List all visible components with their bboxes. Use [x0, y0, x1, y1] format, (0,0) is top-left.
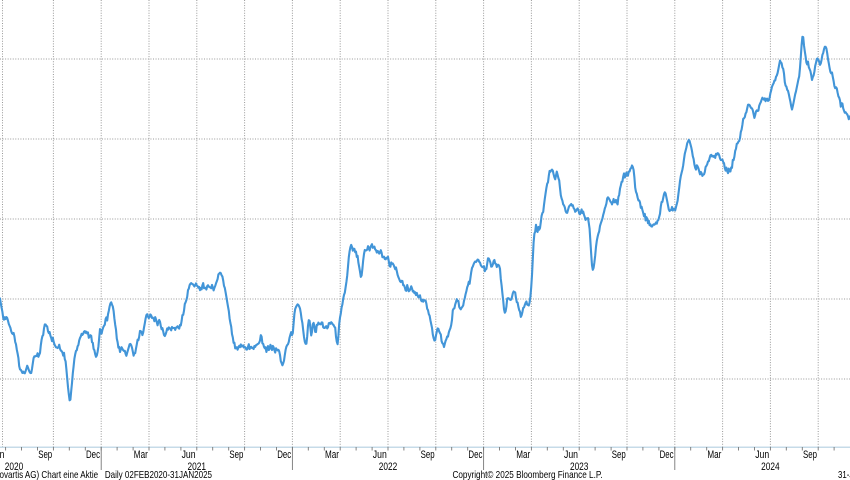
svg-text:Sep: Sep — [803, 449, 817, 461]
svg-text:Jun: Jun — [0, 449, 4, 461]
svg-text:Dec: Dec — [660, 449, 674, 461]
svg-text:Dec: Dec — [468, 449, 482, 461]
svg-text:Mar: Mar — [707, 449, 721, 461]
svg-text:Dec: Dec — [86, 449, 100, 461]
svg-text:2024: 2024 — [761, 461, 780, 473]
svg-text:Sep: Sep — [38, 449, 52, 461]
svg-text:Sep: Sep — [612, 449, 626, 461]
svg-text:Mar: Mar — [325, 449, 339, 461]
svg-text:Sep: Sep — [229, 449, 243, 461]
svg-text:Copyright© 2025 Bloomberg Fina: Copyright© 2025 Bloomberg Finance L.P. — [453, 469, 603, 480]
svg-text:2022: 2022 — [379, 461, 398, 473]
svg-text:2023: 2023 — [570, 461, 589, 473]
svg-text:Jun: Jun — [564, 449, 578, 461]
svg-text:31-Jan-2025: 31-Jan-2025 — [838, 469, 850, 480]
svg-text:(Novartis AG) Chart eine Aktie: (Novartis AG) Chart eine Aktie Daily 02F… — [0, 469, 212, 480]
svg-text:2021: 2021 — [188, 461, 207, 473]
svg-text:Sep: Sep — [421, 449, 435, 461]
svg-text:Jun: Jun — [755, 449, 769, 461]
svg-text:Dec: Dec — [277, 449, 291, 461]
svg-text:2020: 2020 — [5, 461, 24, 473]
svg-text:Jun: Jun — [373, 449, 387, 461]
svg-text:Mar: Mar — [516, 449, 530, 461]
svg-text:Jun: Jun — [182, 449, 196, 461]
svg-text:Mar: Mar — [134, 449, 148, 461]
